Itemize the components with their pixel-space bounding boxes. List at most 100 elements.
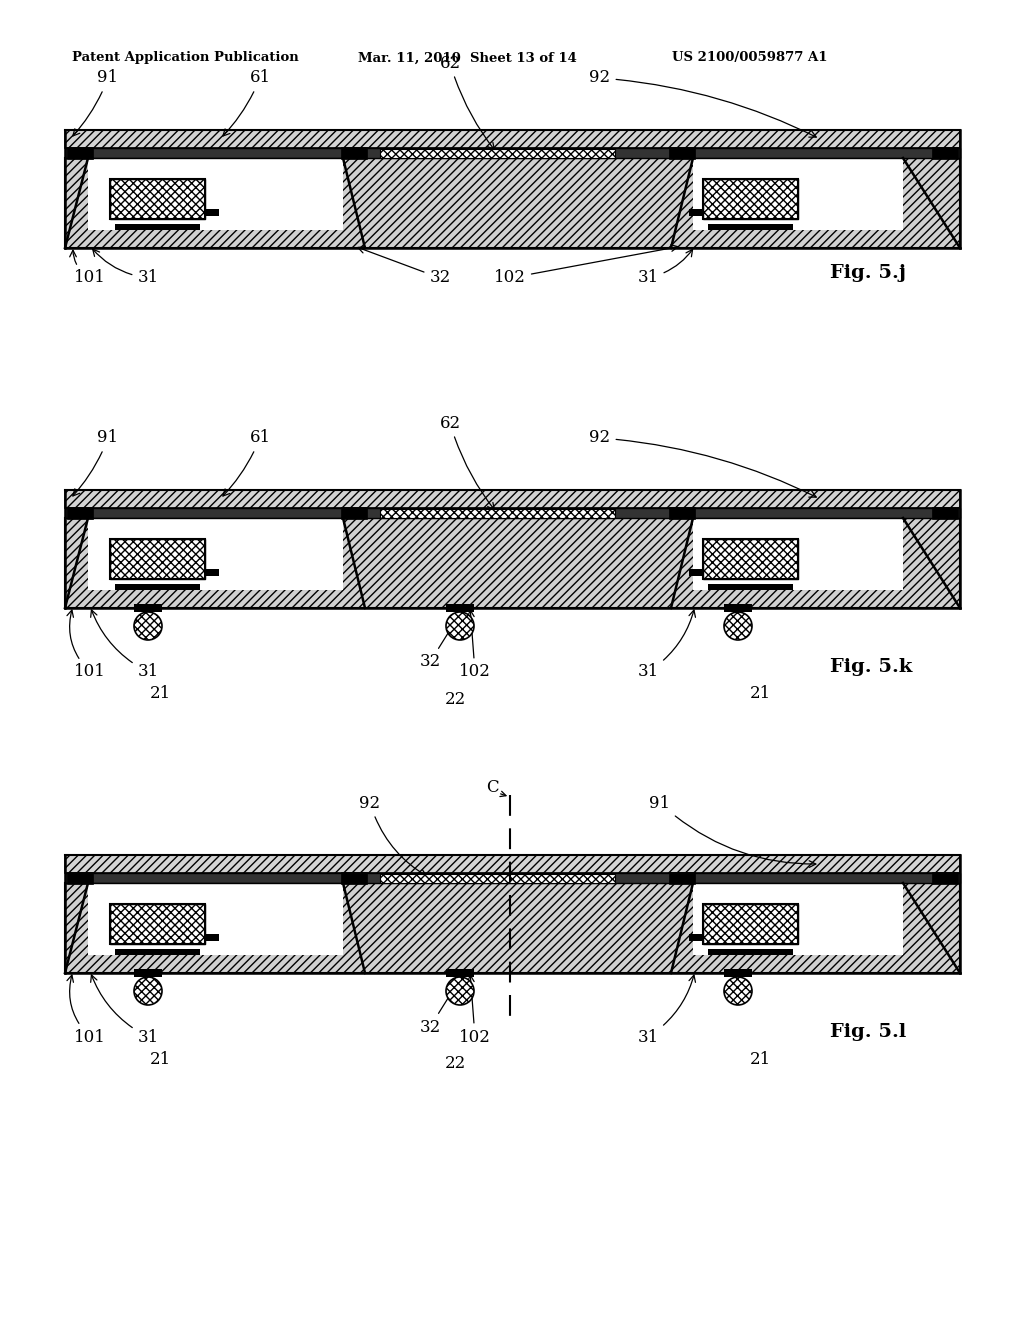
Bar — [724, 605, 752, 612]
Circle shape — [446, 612, 474, 640]
Bar — [65, 873, 961, 883]
Bar — [689, 935, 703, 941]
Text: 101: 101 — [67, 975, 105, 1045]
Bar — [703, 904, 798, 944]
Bar — [341, 507, 367, 519]
Text: 32: 32 — [420, 990, 453, 1035]
Text: Fig. 5.j: Fig. 5.j — [830, 264, 906, 282]
Text: 101: 101 — [70, 251, 105, 286]
Bar — [932, 507, 958, 519]
Bar — [724, 969, 752, 977]
Bar — [703, 539, 798, 579]
Text: 92: 92 — [359, 795, 426, 876]
Text: 92: 92 — [590, 429, 816, 498]
Text: 102: 102 — [459, 610, 490, 681]
Bar — [65, 517, 961, 609]
Bar — [115, 583, 200, 590]
Bar — [689, 209, 703, 216]
Bar — [205, 209, 219, 216]
Bar — [65, 129, 961, 148]
Text: 31: 31 — [637, 610, 695, 681]
Circle shape — [724, 612, 752, 640]
Bar — [689, 569, 703, 576]
Bar — [88, 158, 343, 230]
Text: 31: 31 — [637, 249, 692, 286]
Text: 91: 91 — [649, 795, 816, 867]
Bar — [693, 158, 903, 230]
Text: C: C — [485, 779, 499, 796]
Text: 61: 61 — [223, 429, 270, 496]
Text: 31: 31 — [91, 610, 159, 681]
Bar — [380, 874, 615, 883]
Bar — [205, 935, 219, 941]
Bar — [88, 517, 343, 590]
Bar — [110, 180, 205, 219]
Bar — [693, 517, 903, 590]
Bar — [708, 949, 793, 954]
Bar — [380, 149, 615, 158]
Bar — [708, 224, 793, 230]
Text: Fig. 5.k: Fig. 5.k — [830, 657, 912, 676]
Text: 21: 21 — [150, 1051, 171, 1068]
Text: 62: 62 — [439, 414, 495, 510]
Bar — [703, 539, 798, 579]
Bar — [703, 180, 798, 219]
Text: 31: 31 — [91, 975, 159, 1045]
Text: Mar. 11, 2010  Sheet 13 of 14: Mar. 11, 2010 Sheet 13 of 14 — [358, 51, 577, 65]
Bar — [134, 969, 162, 977]
Bar — [65, 158, 961, 248]
Text: 21: 21 — [750, 685, 771, 702]
Text: 31: 31 — [637, 975, 695, 1045]
Text: 91: 91 — [73, 429, 119, 496]
Bar — [67, 873, 93, 884]
Bar — [669, 507, 695, 519]
Bar — [65, 148, 961, 158]
Text: 22: 22 — [444, 1056, 466, 1072]
Bar — [65, 508, 961, 517]
Bar — [669, 873, 695, 884]
Bar — [65, 855, 961, 873]
Bar — [110, 539, 205, 579]
Bar — [341, 147, 367, 158]
Text: 62: 62 — [439, 54, 495, 149]
Text: 102: 102 — [494, 244, 678, 286]
Circle shape — [446, 977, 474, 1005]
Bar — [446, 605, 474, 612]
Bar — [703, 180, 798, 219]
Text: US 2100/0059877 A1: US 2100/0059877 A1 — [672, 51, 827, 65]
Text: 21: 21 — [150, 685, 171, 702]
Circle shape — [724, 977, 752, 1005]
Text: 32: 32 — [358, 247, 451, 286]
Text: 101: 101 — [67, 610, 105, 681]
Bar — [65, 490, 961, 508]
Bar — [341, 873, 367, 884]
Bar — [88, 883, 343, 954]
Text: 102: 102 — [459, 975, 490, 1045]
Text: 31: 31 — [93, 249, 159, 286]
Bar — [67, 147, 93, 158]
Text: 21: 21 — [750, 1051, 771, 1068]
Text: 92: 92 — [590, 70, 816, 137]
Bar — [693, 883, 903, 954]
Bar — [708, 583, 793, 590]
Bar — [110, 904, 205, 944]
Bar — [134, 605, 162, 612]
Bar — [115, 949, 200, 954]
Text: 61: 61 — [223, 70, 270, 136]
Text: 91: 91 — [73, 70, 119, 136]
Bar — [932, 147, 958, 158]
Bar — [115, 224, 200, 230]
Bar — [703, 904, 798, 944]
Bar — [110, 539, 205, 579]
Bar — [110, 904, 205, 944]
Bar — [669, 147, 695, 158]
Bar — [446, 969, 474, 977]
Bar — [205, 569, 219, 576]
Circle shape — [134, 612, 162, 640]
Text: Patent Application Publication: Patent Application Publication — [72, 51, 299, 65]
Bar — [380, 510, 615, 517]
Text: 22: 22 — [444, 690, 466, 708]
Circle shape — [134, 977, 162, 1005]
Bar — [67, 507, 93, 519]
Bar — [65, 883, 961, 973]
